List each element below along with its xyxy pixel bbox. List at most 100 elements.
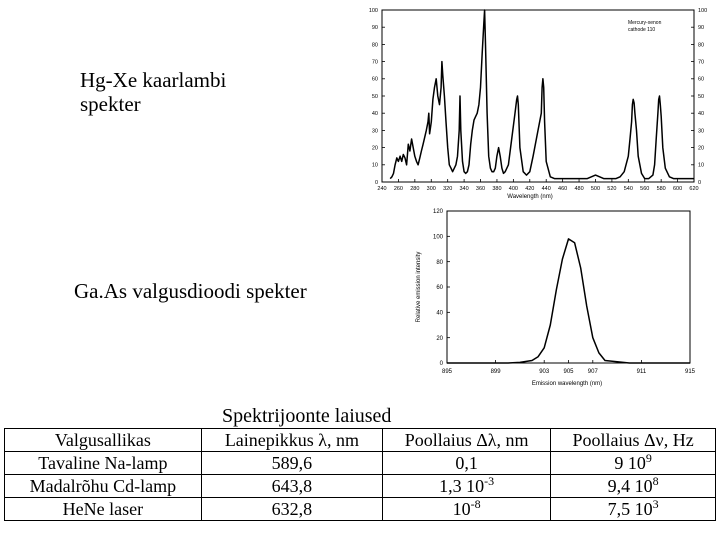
cell-wavelength: 632,8 [200,497,384,521]
x-tick-label: 280 [410,186,419,192]
y-tick-label: 40 [372,111,378,117]
cell-width-nu: 9,4 108 [550,474,716,498]
cell-value: 0,1 [455,453,478,473]
y-tick-label-right: 0 [698,180,701,186]
x-tick-label: 915 [685,369,696,375]
y-tick-label-right: 20 [698,146,704,152]
gaas-spectrum-line [447,238,690,364]
header-width-nu: Poollaius Δν, Hz [550,428,716,452]
y-tick-label: 100 [433,234,444,240]
x-tick-label: 905 [563,369,574,375]
x-tick-label: 560 [640,186,649,192]
cell-width-lambda: 10-8 [382,497,552,521]
cell-exponent: 3 [652,497,659,511]
y-tick-label: 10 [372,163,378,169]
y-tick-label-right: 50 [698,94,704,100]
hg-xe-spectrum-chart: 240 260 280 300 320 340 360 380 400 420 440 460 480 5… [369,8,707,200]
cell-value: 7,5 10 [607,499,653,519]
x-tick-label: 340 [460,186,469,192]
cell-width-lambda: 0,1 [382,451,552,475]
y-tick-label: 80 [372,42,378,48]
cell-light-source: HeNe laser [4,497,202,521]
x-tick-label: 620 [689,186,698,192]
linewidth-table: Valgusallikas Lainepikkus λ, nm Poollaiu… [4,428,716,521]
y-tick-label: 40 [436,310,443,316]
y-tick-label: 80 [436,260,443,266]
x-tick-label: 260 [394,186,403,192]
hg-xe-x-axis-label: Wavelength (nm) [507,194,552,200]
y-tick-label: 90 [372,25,378,31]
cell-value: 589,6 [271,453,313,473]
x-tick-label: 360 [476,186,485,192]
cell-exponent: 9 [645,451,652,465]
y-tick-label-right: 90 [698,25,704,31]
cell-value: 632,8 [271,499,313,519]
header-wavelength: Lainepikkus λ, nm [200,428,384,452]
hg-xe-caption-line1: Hg-Xe kaarlambi [80,68,227,92]
x-tick-label: 540 [624,186,633,192]
cell-value: 1,3 10 [439,476,485,496]
legend-entry: cathode 110 [628,27,655,33]
table-header-row: Valgusallikas Lainepikkus λ, nm Poollaiu… [4,428,716,452]
x-tick-label: 380 [492,186,501,192]
x-tick-label: 420 [525,186,534,192]
cell-width-nu: 7,5 103 [550,497,716,521]
x-tick-label: 903 [539,369,550,375]
y-tick-label: 50 [372,94,378,100]
y-tick-label: 60 [372,77,378,83]
x-tick-label: 580 [657,186,666,192]
y-tick-label: 120 [433,209,444,215]
x-tick-label: 911 [637,369,647,375]
header-width-lambda: Poollaius Δλ, nm [382,428,552,452]
table-row: Madalrõhu Cd-lamp 643,8 1,3 10-3 9,4 108 [4,474,716,498]
x-tick-label: 500 [591,186,600,192]
y-tick-label-right: 30 [698,128,704,134]
y-tick-label: 0 [375,180,378,186]
cell-wavelength: 643,8 [200,474,384,498]
x-tick-label: 240 [377,186,386,192]
x-tick-label: 460 [558,186,567,192]
x-tick-label: 899 [491,369,502,375]
y-tick-label-right: 10 [698,163,704,169]
cell-exponent: 8 [652,474,659,488]
y-tick-label: 20 [436,336,443,342]
cell-value: 9,4 10 [607,476,653,496]
y-tick-label-right: 100 [698,8,707,14]
cell-exponent: -8 [470,497,481,511]
y-tick-label: 20 [372,146,378,152]
cell-value: 10 [452,499,471,519]
cell-value: Tavaline Na-lamp [38,453,168,473]
x-tick-label: 440 [542,186,551,192]
y-tick-label-right: 80 [698,42,704,48]
y-tick-label-right: 40 [698,111,704,117]
table-row: Tavaline Na-lamp 589,6 0,1 9 109 [4,451,716,475]
x-tick-label: 520 [607,186,616,192]
x-tick-label: 907 [588,369,599,375]
y-tick-label: 100 [369,8,378,14]
cell-value: 9 10 [614,453,646,473]
cell-width-lambda: 1,3 10-3 [382,474,552,498]
cell-value: Madalrõhu Cd-lamp [29,476,177,496]
y-tick-label: 30 [372,128,378,134]
cell-exponent: -3 [484,474,495,488]
cell-wavelength: 589,6 [200,451,384,475]
cell-light-source: Madalrõhu Cd-lamp [4,474,202,498]
plot-frame [446,210,691,364]
legend-entry: Mercury-xenon [628,20,662,26]
cell-value: 643,8 [271,476,313,496]
table-row: HeNe laser 632,8 10-8 7,5 103 [4,497,716,521]
header-light-source: Valgusallikas [4,428,202,452]
gaas-y-axis-label: Relative emission intensity [416,252,422,323]
y-tick-label-right: 70 [698,60,704,66]
hg-xe-spectrum-line [389,9,694,180]
gaas-caption: Ga.As valgusdioodi spekter [74,279,307,303]
y-tick-label-right: 60 [698,77,704,83]
x-tick-label: 320 [443,186,452,192]
y-tick-label: 60 [436,285,443,291]
x-tick-label: 600 [673,186,682,192]
hg-xe-caption-line2: spekter [80,92,141,116]
hg-xe-caption: Hg-Xe kaarlambi spekter [80,68,226,116]
cell-light-source: Tavaline Na-lamp [4,451,202,475]
x-tick-label: 400 [509,186,518,192]
cell-value: HeNe laser [62,499,144,519]
